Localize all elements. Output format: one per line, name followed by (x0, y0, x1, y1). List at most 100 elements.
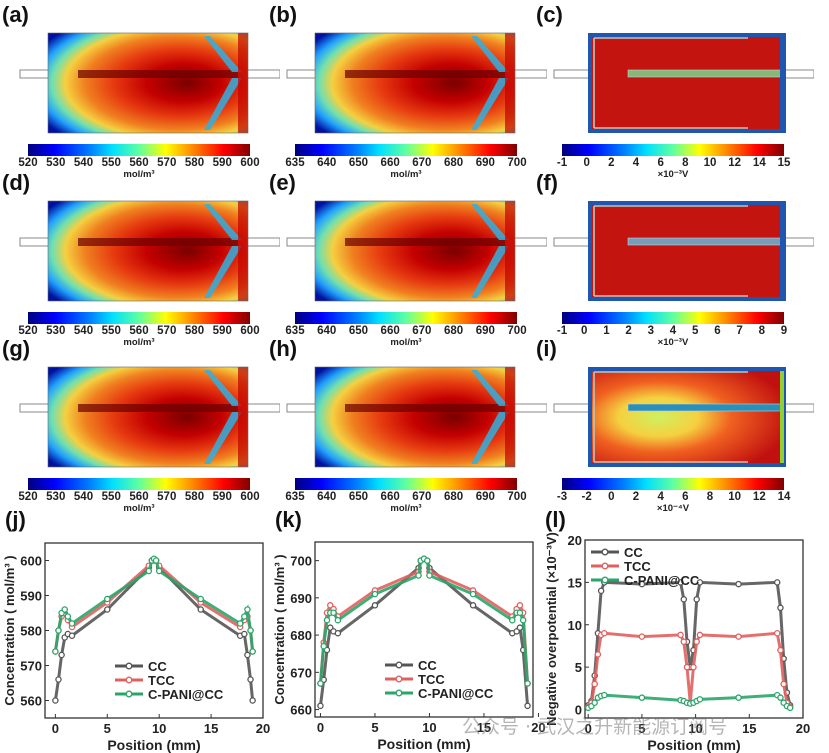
y-tick-label: 15 (568, 575, 582, 590)
data-point (735, 633, 742, 640)
data-point (68, 632, 76, 639)
diagonal-band-top (204, 36, 242, 72)
colorbar-tick-label: 4 (669, 325, 677, 337)
colorbar-tick-label: 660 (380, 491, 400, 503)
colorbar-tick-label: 12 (752, 491, 766, 503)
colorbar-tick-label: 580 (184, 491, 205, 503)
colorbar-tick-label: 700 (507, 325, 527, 337)
colorbar-tick-label: 570 (157, 157, 177, 169)
data-point (677, 631, 684, 639)
panel-label: (g) (2, 336, 31, 361)
diagonal-band-bottom (471, 78, 509, 130)
data-point (773, 579, 781, 586)
data-point (638, 580, 646, 588)
colorbar-unit: mol/m³ (390, 337, 422, 348)
legend-marker (395, 689, 403, 697)
colorbar-tick-label: -1 (556, 157, 568, 169)
colorbar-tick-label: 560 (129, 157, 149, 169)
x-tick-label: 10 (422, 720, 436, 735)
colorbar-tick-label: 2 (608, 157, 615, 169)
y-tick-label: 660 (290, 703, 312, 718)
y-tick-label: 590 (20, 589, 42, 604)
x-tick-label: 10 (688, 721, 702, 736)
legend-label: C-PANI@CC (148, 687, 224, 702)
data-point (597, 587, 605, 595)
plot-frame (584, 539, 804, 719)
y-axis-label: Negative overpotential (×10⁻³V) (544, 532, 559, 726)
data-point (780, 680, 787, 688)
data-point (683, 663, 691, 671)
plot-frame (314, 541, 534, 718)
simulation-map (553, 201, 814, 301)
colorbar-tick-label: 9 (780, 325, 788, 337)
colorbar-tick-label: 540 (73, 325, 94, 337)
colorbar-unit: ×10⁻³V (657, 337, 689, 348)
legend-marker (395, 661, 403, 669)
cell-body (592, 37, 782, 129)
colorbar-tick-label: 690 (475, 491, 495, 503)
data-point (680, 596, 688, 603)
colorbar-tick-label: -1 (556, 325, 568, 337)
colorbar-unit: mol/m³ (390, 169, 422, 180)
colorbar-unit: mol/m³ (123, 337, 155, 348)
data-point (58, 651, 65, 659)
panel-label: (d) (2, 170, 31, 195)
separator-outline (593, 37, 748, 129)
edge-region (780, 371, 784, 463)
diagonal-band-bottom (204, 246, 242, 298)
colorbar-tick-label: 635 (285, 325, 305, 337)
legend-label: TCC (148, 673, 175, 688)
colorbar-tick-label: 640 (317, 325, 337, 337)
legend-marker (601, 548, 609, 556)
colorbar-tick-label: 670 (412, 325, 432, 337)
y-axis-label: Concentration ( mol/m³ ) (272, 554, 287, 704)
data-point (426, 572, 433, 579)
colorbar-tick-label: 4 (632, 157, 640, 169)
x-axis-label: Position (mm) (647, 737, 740, 753)
data-point (469, 602, 477, 609)
colorbar (28, 312, 250, 324)
data-point (696, 696, 704, 703)
x-tick-label: 20 (256, 721, 270, 736)
x-axis-label: Position (mm) (107, 737, 200, 753)
x-tick-label: 5 (371, 720, 378, 735)
colorbar-tick-label: 590 (212, 491, 232, 503)
data-point (690, 663, 697, 671)
simulation-map (553, 33, 814, 133)
colorbar-unit: mol/m³ (390, 503, 422, 514)
data-point (591, 699, 598, 706)
center-electrode (78, 70, 238, 78)
edge-region (505, 201, 515, 301)
x-tick-label: 5 (104, 721, 111, 736)
data-point (247, 627, 254, 634)
edge-region (505, 367, 515, 467)
center-electrode (627, 69, 783, 78)
colorbar-tick-label: 8 (682, 157, 689, 169)
data-point (330, 609, 337, 616)
y-tick-label: 20 (568, 533, 582, 548)
data-point (55, 627, 62, 634)
data-point (52, 697, 59, 704)
colorbar-tick-label: 520 (18, 491, 38, 503)
colorbar-tick-label: 590 (212, 157, 232, 169)
colorbar-tick-label: 690 (475, 325, 495, 337)
simulation-map (286, 366, 547, 468)
colorbar-tick-label: 10 (728, 491, 742, 503)
y-tick-label: 670 (290, 665, 312, 680)
data-point (249, 697, 256, 704)
colorbar (562, 312, 784, 324)
colorbar-tick-label: 520 (18, 157, 38, 169)
data-point (773, 629, 781, 637)
legend-label: CC (148, 659, 167, 674)
y-tick-label: 5 (575, 660, 582, 675)
series-line-c-pani-cc (53, 556, 255, 652)
line-chart: (l) 0 5 10 15 20 0 5 10 15 20 Position (mm) Negative… (544, 507, 810, 753)
series-line-cc (587, 580, 792, 707)
data-point (594, 651, 602, 658)
data-point (61, 606, 68, 613)
colorbar-tick-label: 0 (608, 491, 615, 503)
data-point (64, 613, 72, 620)
data-point (244, 606, 251, 613)
colorbar-tick-label: 8 (706, 491, 714, 503)
colorbar-tick-label: 1 (603, 325, 610, 337)
